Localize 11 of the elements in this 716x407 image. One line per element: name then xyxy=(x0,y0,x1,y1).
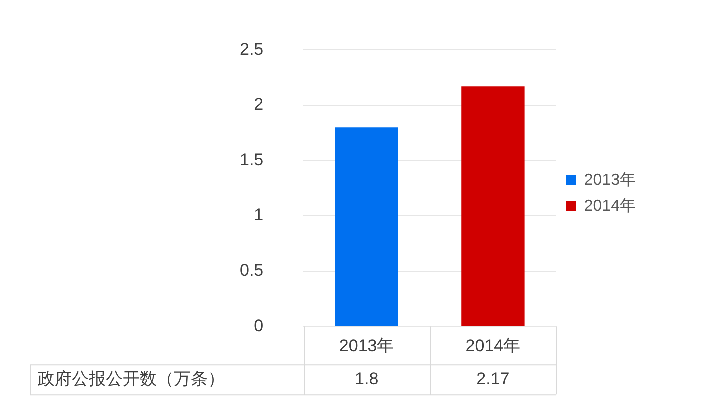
text: 政府公报公开数（万条） xyxy=(38,369,225,388)
data-label: 2.17 xyxy=(476,369,510,388)
y-tick-label: 0 xyxy=(254,316,264,336)
y-tick-label: 0.5 xyxy=(240,261,264,280)
legend-label: 2014年 xyxy=(584,198,636,215)
y-tick-label: 2.5 xyxy=(240,40,264,59)
data-label: 1.8 xyxy=(355,369,379,388)
y-tick-label: 1.5 xyxy=(240,150,264,170)
y-tick-label: 2 xyxy=(254,95,264,114)
legend-label: 2013年 xyxy=(584,172,636,189)
y-tick-label: 1 xyxy=(254,206,264,225)
